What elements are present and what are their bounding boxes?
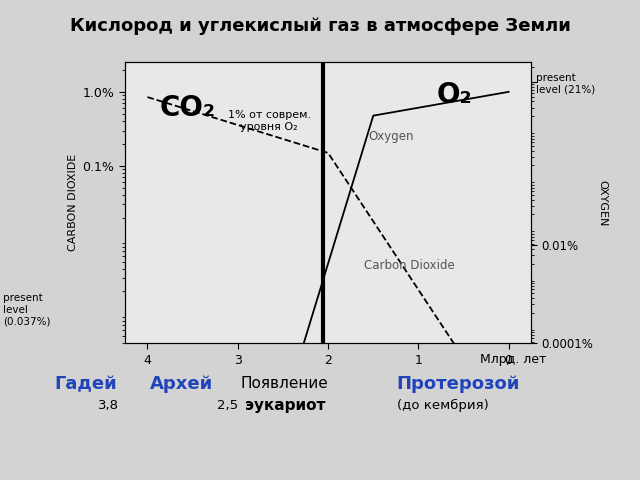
Text: Кислород и углекислый газ в атмосфере Земли: Кислород и углекислый газ в атмосфере Зе… (70, 17, 570, 36)
Text: 1% от соврем.
уровня O₂: 1% от соврем. уровня O₂ (228, 110, 311, 132)
Text: Carbon Dioxide: Carbon Dioxide (364, 259, 454, 272)
Y-axis label: CARBON DIOXIDE: CARBON DIOXIDE (68, 154, 78, 252)
Text: present
level (21%): present level (21%) (536, 73, 595, 95)
Text: 3,8: 3,8 (99, 399, 119, 412)
Text: Архей: Архей (150, 375, 214, 393)
Text: Млрд. лет: Млрд. лет (479, 353, 546, 366)
Text: present
level
(0.037%): present level (0.037%) (3, 293, 51, 326)
Text: O₂: O₂ (436, 81, 472, 109)
Text: CO₂: CO₂ (160, 94, 216, 122)
Text: Oxygen: Oxygen (369, 130, 414, 143)
Text: эукариот: эукариот (244, 398, 325, 413)
Text: Гадей: Гадей (54, 375, 117, 393)
Text: Протерозой: Протерозой (397, 375, 520, 393)
Text: 2,5: 2,5 (216, 399, 238, 412)
Y-axis label: OXYGEN: OXYGEN (598, 180, 607, 226)
Text: (до кембрия): (до кембрия) (397, 399, 488, 412)
Text: Появление: Появление (241, 376, 329, 392)
